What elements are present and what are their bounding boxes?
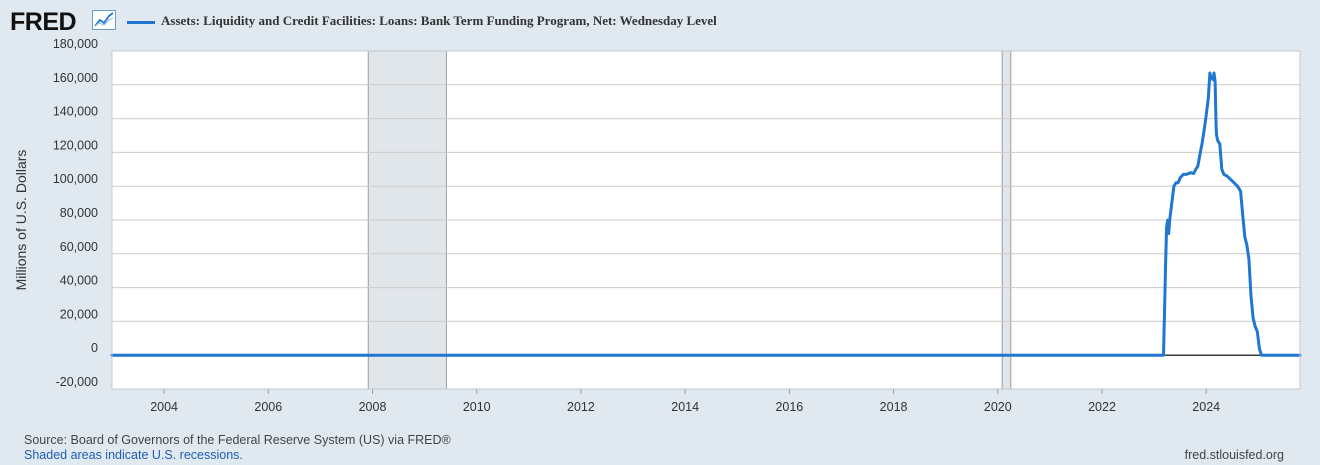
footer-recessions-note[interactable]: Shaded areas indicate U.S. recessions. — [24, 448, 243, 462]
x-tick-label: 2010 — [463, 400, 491, 414]
y-tick-label: 120,000 — [53, 138, 98, 152]
y-tick-label: 60,000 — [60, 240, 98, 254]
legend-series-label: Assets: Liquidity and Credit Facilities:… — [161, 13, 717, 28]
x-tick-label: 2004 — [150, 400, 178, 414]
x-tick-label: 2012 — [567, 400, 595, 414]
legend-swatch — [127, 21, 155, 24]
y-axis-ticks: 180,000 160,000 140,000 120,000 100,000 80,00… — [53, 37, 98, 389]
chart-header: FRED Assets: Liquidity and Credit Facili… — [8, 6, 1308, 36]
footer-source: Source: Board of Governors of the Federa… — [24, 433, 451, 447]
y-tick-label: 160,000 — [53, 71, 98, 85]
y-tick-label: 140,000 — [53, 105, 98, 119]
plot-border — [111, 50, 1301, 390]
y-tick-label: 80,000 — [60, 206, 98, 220]
y-tick-label: 180,000 — [53, 37, 98, 51]
line-chart: 180,000 160,000 140,000 120,000 100,000 80,00… — [13, 37, 1302, 414]
x-tick-label: 2024 — [1192, 400, 1220, 414]
y-tick-label: 0 — [91, 341, 98, 355]
x-axis-ticks: 2004 2006 2008 2010 2012 2014 2016 2018 2020 2022… — [150, 389, 1220, 414]
line-chart-icon — [92, 10, 116, 30]
x-tick-label: 2022 — [1088, 400, 1116, 414]
footer-site-link[interactable]: fred.stlouisfed.org — [1184, 448, 1284, 462]
y-tick-label: -20,000 — [56, 375, 98, 389]
fred-logo[interactable]: FRED — [10, 8, 77, 36]
x-tick-label: 2018 — [880, 400, 908, 414]
x-tick-label: 2006 — [254, 400, 282, 414]
y-axis-label: Millions of U.S. Dollars — [13, 150, 29, 291]
y-tick-label: 20,000 — [60, 307, 98, 321]
x-tick-label: 2016 — [775, 400, 803, 414]
y-tick-label: 100,000 — [53, 172, 98, 186]
x-tick-label: 2014 — [671, 400, 699, 414]
y-tick-label: 40,000 — [60, 274, 98, 288]
series-line — [110, 71, 1302, 357]
x-tick-label: 2008 — [359, 400, 387, 414]
x-tick-label: 2020 — [984, 400, 1012, 414]
